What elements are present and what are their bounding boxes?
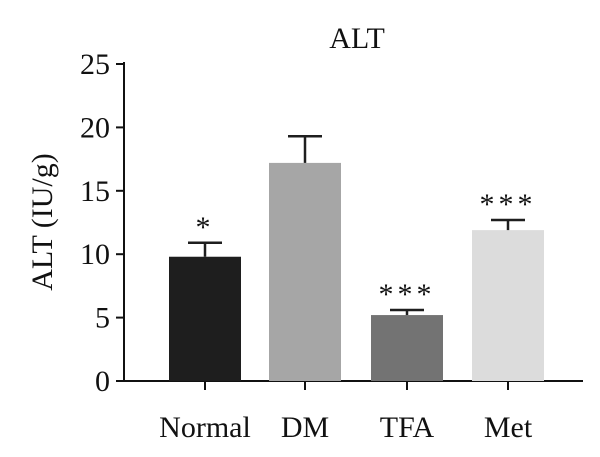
y-axis-label: ALT (IU/g): [26, 153, 59, 291]
chart-title: ALT: [329, 22, 385, 55]
y-tick-label: 5: [95, 302, 110, 335]
x-tick-label-tfa: TFA: [380, 411, 435, 444]
significance-mark-met: ***: [480, 188, 537, 221]
x-tick-label-dm: DM: [281, 411, 329, 444]
y-tick-label: 0: [95, 365, 110, 398]
y-tick-label: 10: [80, 238, 110, 271]
x-tick-label-met: Met: [484, 411, 533, 444]
y-tick-label: 25: [80, 48, 110, 81]
bar-dm: [269, 162, 341, 381]
significance-mark-normal: *: [196, 211, 215, 244]
y-tick-label: 20: [80, 111, 110, 144]
bar-tfa: [371, 315, 443, 381]
bar-normal: [169, 256, 241, 381]
y-tick-label: 15: [80, 175, 110, 208]
x-tick-label-normal: Normal: [159, 411, 251, 444]
significance-mark-tfa: ***: [379, 278, 436, 311]
bar-met: [472, 230, 544, 381]
